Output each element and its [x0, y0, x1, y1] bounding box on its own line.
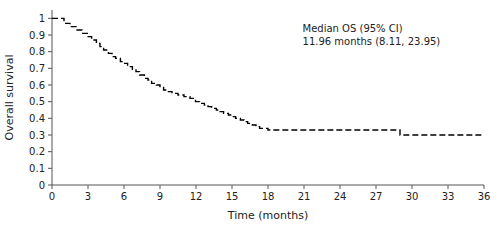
survival-curve [52, 18, 484, 135]
x-tick [160, 185, 161, 189]
y-tick-label: 1 [39, 13, 45, 24]
chart: 0369121518212427303336Time (months)00.10… [0, 0, 500, 225]
x-tick [88, 185, 89, 189]
x-tick [124, 185, 125, 189]
y-tick-label: 0.1 [29, 163, 45, 174]
x-tick-label: 12 [190, 191, 203, 202]
x-tick-label: 9 [157, 191, 163, 202]
x-tick-label: 27 [370, 191, 383, 202]
y-tick-label: 0 [39, 180, 45, 191]
x-tick-label: 18 [262, 191, 275, 202]
y-tick-label: 0.9 [29, 30, 45, 41]
annotation-line: Median OS (95% CI) [303, 23, 403, 34]
x-tick-label: 24 [334, 191, 347, 202]
y-tick [48, 35, 52, 36]
y-tick-label: 0.8 [29, 46, 45, 57]
y-axis-line [52, 10, 53, 185]
y-tick [48, 68, 52, 69]
y-axis: 0 0.1 0.2 0.3 0.4 0.5 0.6 0.7 0.8 0.9 1 [29, 10, 52, 191]
y-tick-label: 0.2 [29, 146, 45, 157]
x-tick-label: 0 [49, 191, 55, 202]
x-axis: 0369121518212427303336 [49, 185, 491, 202]
plot-area [52, 18, 484, 135]
y-tick-label: 0.6 [29, 80, 45, 91]
x-tick-label: 15 [226, 191, 239, 202]
y-tick [48, 51, 52, 52]
y-tick [48, 135, 52, 136]
x-tick-label: 6 [121, 191, 127, 202]
y-tick [48, 18, 52, 19]
x-tick [376, 185, 377, 189]
annotation: Median OS (95% CI) 11.96 months (8.11, 23… [303, 23, 441, 47]
y-tick-label: 0.5 [29, 96, 45, 107]
y-tick [48, 168, 52, 169]
y-tick-label: 0.3 [29, 130, 45, 141]
x-tick [340, 185, 341, 189]
x-tick-label: 30 [406, 191, 419, 202]
x-tick-label: 36 [478, 191, 491, 202]
x-tick-label: 33 [442, 191, 455, 202]
x-tick [484, 185, 485, 189]
x-tick [52, 185, 53, 189]
y-tick [48, 118, 52, 119]
y-tick [48, 101, 52, 102]
annotation-line: 11.96 months (8.11, 23.95) [303, 36, 441, 47]
y-tick [48, 85, 52, 86]
x-tick [196, 185, 197, 189]
y-axis-label: Overall survival [3, 55, 16, 141]
y-tick-label: 0.4 [29, 113, 45, 124]
x-tick [412, 185, 413, 189]
y-tick-label: 0.7 [29, 63, 45, 74]
x-tick [448, 185, 449, 189]
y-tick [48, 151, 52, 152]
x-tick [232, 185, 233, 189]
y-tick [48, 185, 52, 186]
x-tick [268, 185, 269, 189]
x-tick-label: 3 [85, 191, 91, 202]
x-tick [304, 185, 305, 189]
x-axis-label: Time (months) [227, 209, 308, 222]
x-tick-label: 21 [298, 191, 311, 202]
